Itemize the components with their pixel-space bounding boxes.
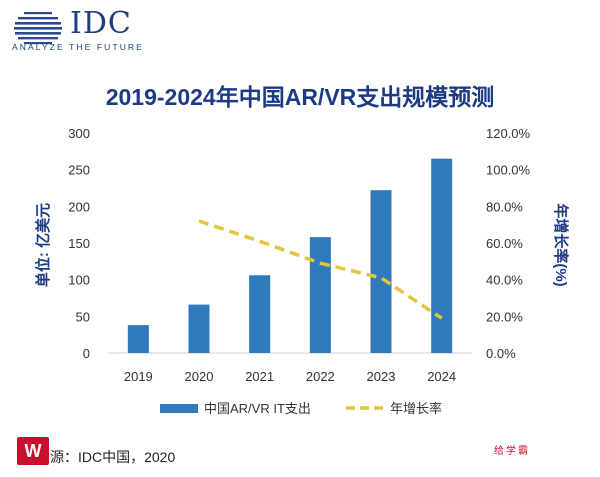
bar-2020: [188, 304, 210, 353]
growth-rate-line: [198, 219, 443, 320]
x-tick-label: 2019: [124, 369, 153, 384]
y-left-tick-label: 200: [68, 199, 90, 214]
x-tick-label: 2022: [306, 369, 335, 384]
y-right-tick-label: 20.0%: [486, 309, 523, 324]
brand-mark: 给学霸: [494, 446, 530, 457]
x-tick-label: 2024: [427, 369, 456, 384]
bar-2023: [370, 190, 392, 353]
y-right-tick-label: 100.0%: [486, 163, 531, 178]
x-tick-label: 2020: [185, 369, 214, 384]
y-right-tick-label: 40.0%: [486, 273, 523, 288]
chart-title: 2019-2024年中国AR/VR支出规模预测: [105, 84, 495, 110]
y-left-tick-label: 300: [68, 126, 90, 141]
y-left-tick-label: 250: [68, 163, 90, 178]
legend-swatch-bar: [160, 404, 198, 413]
watermark-badge: W: [17, 437, 49, 465]
idc-logo: [10, 6, 150, 54]
y-right-tick-label: 120.0%: [486, 126, 531, 141]
y-left-tick-label: 50: [76, 309, 90, 324]
logo-wordmark: IDC: [70, 6, 132, 41]
y-right-tick-label: 0.0%: [486, 346, 516, 361]
bar-2022: [309, 237, 331, 353]
bar-2024: [431, 158, 453, 353]
logo-tagline: ANALYZE THE FUTURE: [12, 42, 144, 52]
globe-icon: [14, 12, 62, 45]
y-left-tick-label: 100: [68, 273, 90, 288]
y-left-tick-label: 150: [68, 236, 90, 251]
bar-2021: [249, 275, 271, 353]
y-left-axis-title: 单位: 亿美元: [34, 203, 52, 287]
source-note: 源：IDC中国，2020: [50, 449, 176, 465]
y-right-tick-label: 60.0%: [486, 236, 523, 251]
x-tick-label: 2023: [367, 369, 396, 384]
y-right-axis-title: 年增长率(%): [552, 203, 570, 286]
legend-label-bar: 中国AR/VR IT支出: [204, 401, 311, 416]
x-tick-label: 2021: [245, 369, 274, 384]
y-right-tick-label: 80.0%: [486, 199, 523, 214]
bar-2019: [127, 325, 149, 353]
y-left-tick-label: 0: [83, 346, 90, 361]
legend-label-line: 年增长率: [390, 401, 442, 416]
